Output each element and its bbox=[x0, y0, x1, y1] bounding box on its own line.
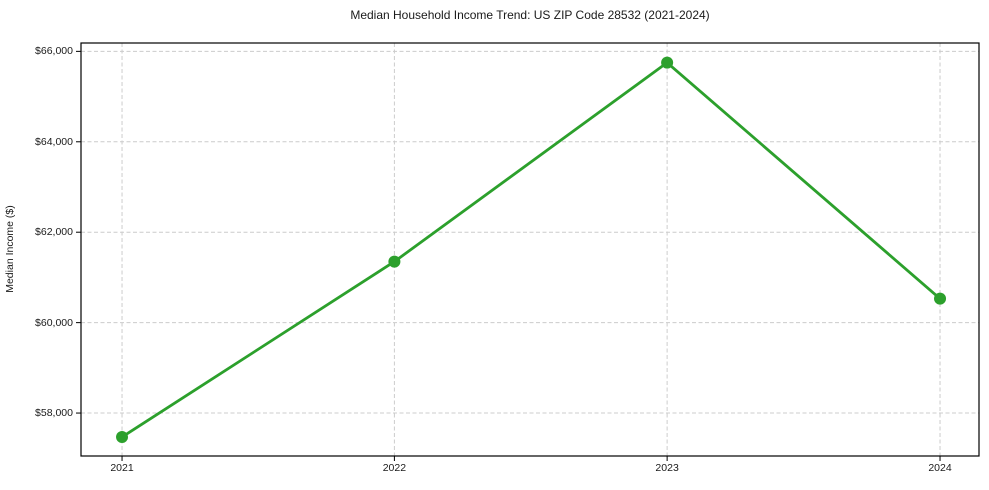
data-line bbox=[120, 61, 942, 439]
y-tick-label: $60,000 bbox=[35, 316, 73, 329]
x-tick-label: 2023 bbox=[655, 462, 679, 474]
data-point-marker bbox=[934, 292, 947, 305]
x-tick-label: 2024 bbox=[928, 462, 952, 474]
y-tick-label: $58,000 bbox=[35, 407, 73, 420]
chart-title: Median Household Income Trend: US ZIP Co… bbox=[350, 8, 710, 22]
x-tick-label: 2021 bbox=[110, 462, 134, 474]
y-tick-label: $62,000 bbox=[35, 226, 73, 239]
x-tick-label: 2022 bbox=[382, 462, 407, 474]
data-point-marker bbox=[661, 56, 674, 69]
data-point-marker bbox=[116, 431, 129, 444]
plot-border bbox=[80, 42, 980, 457]
data-point-marker bbox=[388, 255, 401, 268]
y-tick-label: $64,000 bbox=[35, 135, 73, 148]
y-tick-label: $66,000 bbox=[35, 45, 73, 58]
